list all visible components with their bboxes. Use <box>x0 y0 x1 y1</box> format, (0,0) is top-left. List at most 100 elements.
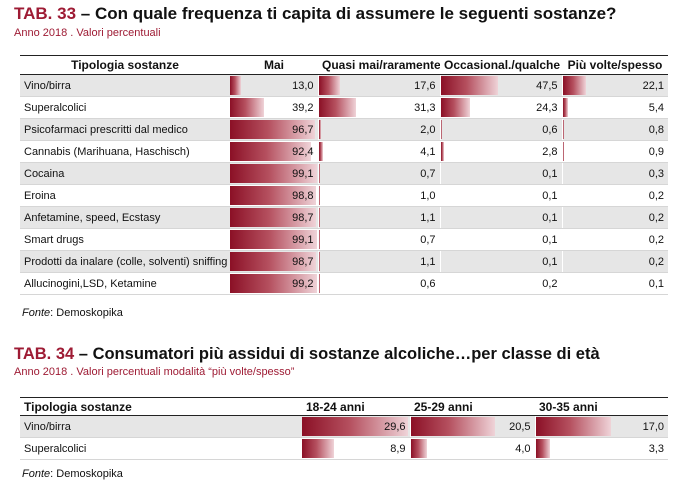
table-33-cell-value: 0,8 <box>648 123 664 136</box>
table-33-cell-value: 0,1 <box>648 277 664 290</box>
table-33-cell: 1,0 <box>317 184 440 207</box>
table-33-data-bar <box>319 274 320 293</box>
table-33-cell: 2,8 <box>439 140 562 163</box>
table-33-data-bar <box>230 164 317 183</box>
table-33-cell: 98,7 <box>230 250 318 273</box>
table-33-data-bar <box>441 120 442 139</box>
table-34-title: TAB. 34 – Consumatori più assidui di sos… <box>14 345 600 364</box>
table-33-data-bar <box>563 98 569 117</box>
table-33-cell: 0,1 <box>439 250 562 273</box>
table-33-row-label: Vino/birra <box>20 74 230 97</box>
table-33-cell: 0,8 <box>561 118 668 141</box>
table-33-cell: 0,2 <box>439 272 562 295</box>
table-33: Tipologia sostanze Mai Quasi mai/raramen… <box>20 55 668 295</box>
table-34-code: TAB. 34 <box>14 345 75 363</box>
table-33-data-bar <box>230 252 317 271</box>
table-33-data-bar <box>563 142 564 161</box>
table-33-data-bar <box>319 98 357 117</box>
table-33-cell-value: 98,7 <box>292 255 314 268</box>
table-33-cell-value: 1,0 <box>420 189 436 202</box>
table-33-cell-value: 2,8 <box>542 145 558 158</box>
table-33-data-bar <box>319 142 324 161</box>
table-34-header-age-30-35: 30-35 anni <box>535 397 668 416</box>
table-34-cell-value: 29,6 <box>384 420 406 433</box>
table-34-cell: 20,5 <box>409 415 535 438</box>
table-33-cell-value: 0,2 <box>648 189 664 202</box>
table-33-cell: 0,1 <box>439 184 562 207</box>
table-33-data-bar <box>230 274 317 293</box>
table-33-row: Cocaina 99,1 0,7 0,1 0,3 <box>20 162 668 185</box>
table-33-data-bar <box>319 186 320 205</box>
table-33-row: Superalcolici 39,2 31,3 24,3 5,4 <box>20 96 668 119</box>
table-33-source-label: Fonte <box>22 307 51 319</box>
table-33-cell: 4,1 <box>317 140 440 163</box>
table-33-data-bar <box>230 76 242 95</box>
table-33-cell: 0,9 <box>561 140 668 163</box>
table-33-row: Prodotti da inalare (colle, solventi) sn… <box>20 250 668 273</box>
table-34-cell: 29,6 <box>302 415 410 438</box>
table-33-data-bar <box>319 164 320 183</box>
table-33-data-bar <box>319 252 320 271</box>
table-33-code: TAB. 33 <box>14 4 77 23</box>
table-33-cell-value: 17,6 <box>414 79 436 92</box>
table-34-row-label: Superalcolici <box>20 437 302 460</box>
table-33-data-bar <box>230 142 311 161</box>
table-33-cell: 17,6 <box>317 74 440 97</box>
table-33-subtitle: Anno 2018 . Valori percentuali <box>14 27 161 39</box>
table-33-cell-value: 24,3 <box>536 101 558 114</box>
table-34-header-age-25-29: 25-29 anni <box>410 397 535 416</box>
table-33-row-label: Cocaina <box>20 162 230 185</box>
table-34-source-label: Fonte <box>22 468 51 480</box>
table-33-cell: 0,2 <box>561 250 668 273</box>
table-34-cell-value: 8,9 <box>390 442 406 455</box>
table-33-cell-value: 0,3 <box>648 167 664 180</box>
table-34-row: Superalcolici 8,9 4,0 3,3 <box>20 437 668 460</box>
table-34-cell-value: 17,0 <box>642 420 664 433</box>
table-34-data-bar <box>302 439 334 458</box>
table-34-data-bar <box>411 439 428 458</box>
table-33-cell-value: 0,2 <box>648 255 664 268</box>
table-33-cell-value: 99,1 <box>292 167 314 180</box>
table-33-cell: 92,4 <box>230 140 318 163</box>
table-33-data-bar <box>441 142 444 161</box>
table-33-data-bar <box>563 76 586 95</box>
table-33-cell: 5,4 <box>561 96 668 119</box>
table-33-cell: 1,1 <box>317 250 440 273</box>
table-34-row-label: Vino/birra <box>20 415 302 438</box>
table-33-source-text: : Demoskopika <box>50 307 123 319</box>
table-33-cell-value: 0,7 <box>420 167 436 180</box>
table-33-cell: 0,6 <box>317 272 440 295</box>
table-33-data-bar <box>441 76 498 95</box>
table-33-cell-value: 0,2 <box>542 277 558 290</box>
table-33-cell-value: 0,7 <box>420 233 436 246</box>
table-33-header-substance: Tipologia sostanze <box>20 55 230 75</box>
table-34-row: Vino/birra 29,6 20,5 17,0 <box>20 415 668 438</box>
table-33-data-bar <box>230 208 317 227</box>
table-33-row: Smart drugs 99,1 0,7 0,1 0,2 <box>20 228 668 251</box>
table-33-cell-value: 1,1 <box>420 255 436 268</box>
table-33-cell-value: 0,2 <box>648 211 664 224</box>
table-34: Tipologia sostanze 18-24 anni 25-29 anni… <box>20 397 668 460</box>
table-34-subtitle: Anno 2018 . Valori percentuali modalità … <box>14 366 295 378</box>
table-33-data-bar <box>230 230 317 249</box>
table-34-header-age-18-24: 18-24 anni <box>302 397 410 416</box>
table-33-cell: 98,7 <box>230 206 318 229</box>
table-33-title-text: – Con quale frequenza ti capita di assum… <box>76 4 617 23</box>
table-33-cell-value: 39,2 <box>292 101 314 114</box>
table-33-data-bar <box>319 120 321 139</box>
table-33-cell: 0,3 <box>561 162 668 185</box>
table-33-cell-value: 98,8 <box>292 189 314 202</box>
table-33-row-label: Eroina <box>20 184 230 207</box>
table-33-cell: 0,1 <box>439 228 562 251</box>
table-33-cell: 99,1 <box>230 228 318 251</box>
table-33-header-often: Più volte/spesso <box>562 55 668 75</box>
table-33-cell-value: 99,1 <box>292 233 314 246</box>
table-33-cell: 0,1 <box>439 162 562 185</box>
table-33-cell: 24,3 <box>439 96 562 119</box>
table-33-cell-value: 4,1 <box>420 145 436 158</box>
table-33-cell: 0,7 <box>317 162 440 185</box>
table-33-cell-value: 0,1 <box>542 233 558 246</box>
table-34-cell: 3,3 <box>534 437 668 460</box>
table-33-cell: 99,2 <box>230 272 318 295</box>
table-33-cell-value: 13,0 <box>292 79 314 92</box>
